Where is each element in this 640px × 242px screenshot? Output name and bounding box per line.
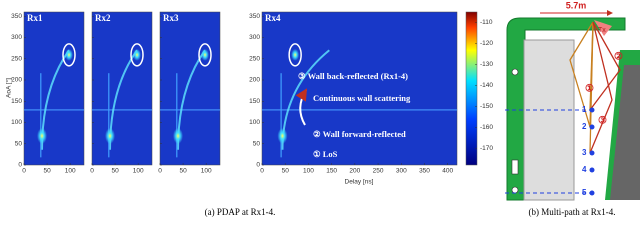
annotation: ③ Wall back-reflected (Rx1-4)	[298, 71, 408, 81]
x-tick-label: 50	[43, 168, 51, 175]
y-tick-label: 300	[11, 34, 22, 41]
colorbar-tick-label: -170	[480, 145, 493, 152]
panel-label: Rx2	[95, 13, 111, 23]
distance: 5.7m	[566, 0, 587, 10]
heatmap-bg	[159, 11, 221, 166]
reflection-blob	[65, 48, 73, 61]
door	[511, 159, 519, 175]
x-tick-label: 200	[349, 168, 360, 175]
y-tick-label: 250	[11, 55, 22, 62]
x-tick-label: 100	[303, 168, 314, 175]
rx-label: 2	[582, 122, 587, 131]
window	[511, 186, 519, 194]
path-labels: ① ② ③	[585, 52, 623, 127]
x-tick-label: 50	[282, 168, 290, 175]
y-tick-label: 100	[249, 119, 260, 126]
reflection-blob	[201, 48, 209, 61]
rx-label: 1	[582, 105, 587, 114]
path-label: ②	[614, 52, 623, 63]
scatter-arrow	[295, 88, 308, 126]
heatmap-bg	[23, 11, 85, 166]
heatmap-bg	[261, 11, 458, 166]
y-tick-label: 350	[249, 13, 260, 20]
x-tick-label: 100	[133, 168, 144, 175]
caption: (a) PDAP at Rx1-4.	[205, 207, 276, 217]
x-tick-label: 150	[326, 168, 337, 175]
rx-points: 1 2 3 4 5	[582, 105, 595, 197]
x-tick-label: 100	[201, 168, 212, 175]
x-tick-label: 300	[396, 168, 407, 175]
building	[610, 65, 640, 200]
annotation: ② Wall forward-reflected	[313, 129, 406, 139]
annotations: ③ Wall back-reflected (Rx1-4) Continuous…	[295, 71, 411, 159]
annotation: Continuous wall scattering	[313, 93, 411, 103]
panel-label: Rx3	[163, 13, 179, 23]
page: Rx1 0 50 100 0 50 100 150 200 250 300 350 Rx2 0 50 100 R…	[4, 0, 640, 218]
x-tick-label: 100	[65, 168, 76, 175]
y-tick-label: 0	[18, 162, 22, 169]
colorbar-tick-label: -160	[480, 124, 493, 131]
multipath-diagram: 5.7m Tx 1 2 3 4 5 ① ② ③ (b) Multi-path a…	[505, 0, 640, 217]
y-tick-label: 100	[11, 119, 22, 126]
x-tick-label: 0	[22, 168, 26, 175]
colorbar-tick-label: -130	[480, 61, 493, 68]
colorbar-tick-label: -150	[480, 103, 493, 110]
highlight	[288, 43, 302, 67]
highlight	[130, 43, 144, 67]
heatmaps: Rx1 0 50 100 0 50 100 150 200 250 300 350 Rx2 0 50 100 R…	[11, 11, 458, 175]
wall	[506, 17, 626, 201]
highlight	[198, 43, 212, 67]
los-blob	[173, 127, 183, 144]
heatmap-bg	[91, 11, 153, 166]
x-tick-label: 50	[179, 168, 187, 175]
colorbar	[465, 11, 478, 166]
building	[523, 39, 575, 201]
y-tick-label: 200	[11, 77, 22, 84]
colorbar-tick-label: -110	[480, 19, 493, 26]
y-tick-label: 200	[249, 77, 260, 84]
colorbar-tick-label: -120	[480, 40, 493, 47]
reflection-blob	[291, 48, 300, 61]
y-tick-label: 50	[253, 140, 261, 147]
colorbar-tick-label: -140	[480, 82, 493, 89]
window	[511, 68, 519, 76]
path-label: ①	[585, 84, 594, 95]
x-tick-label: 0	[90, 168, 94, 175]
x-tick-label: 250	[373, 168, 384, 175]
path-label: ③	[598, 116, 607, 127]
highlight	[62, 43, 76, 67]
x-axis-label: Delay [ns]	[345, 179, 374, 186]
los-blob	[37, 127, 47, 144]
y-axis-label: AoA [°]	[5, 78, 13, 98]
annotation: ① LoS	[313, 149, 338, 159]
x-tick-label: 50	[111, 168, 119, 175]
x-tick-label: 0	[260, 168, 264, 175]
panel-label: Rx4	[265, 13, 281, 23]
panel-label: Rx1	[27, 13, 43, 23]
rx-label: 3	[582, 148, 587, 157]
los-blob	[277, 127, 288, 144]
rx-label: 4	[582, 165, 587, 174]
tx-label: Tx	[598, 27, 606, 34]
y-tick-label: 150	[249, 98, 260, 105]
y-tick-label: 350	[11, 13, 22, 20]
los-blob	[105, 127, 115, 144]
rx-label: 5	[582, 188, 587, 197]
y-tick-label: 0	[256, 162, 260, 169]
x-tick-label: 400	[442, 168, 453, 175]
reflection-blob	[133, 48, 141, 61]
x-tick-label: 350	[419, 168, 430, 175]
y-tick-label: 250	[249, 55, 260, 62]
y-tick-label: 150	[11, 98, 22, 105]
x-tick-label: 0	[158, 168, 162, 175]
y-tick-label: 300	[249, 34, 260, 41]
caption: (b) Multi-path at Rx1-4.	[529, 207, 616, 217]
y-tick-label: 50	[15, 140, 23, 147]
tx-antenna	[594, 20, 612, 36]
